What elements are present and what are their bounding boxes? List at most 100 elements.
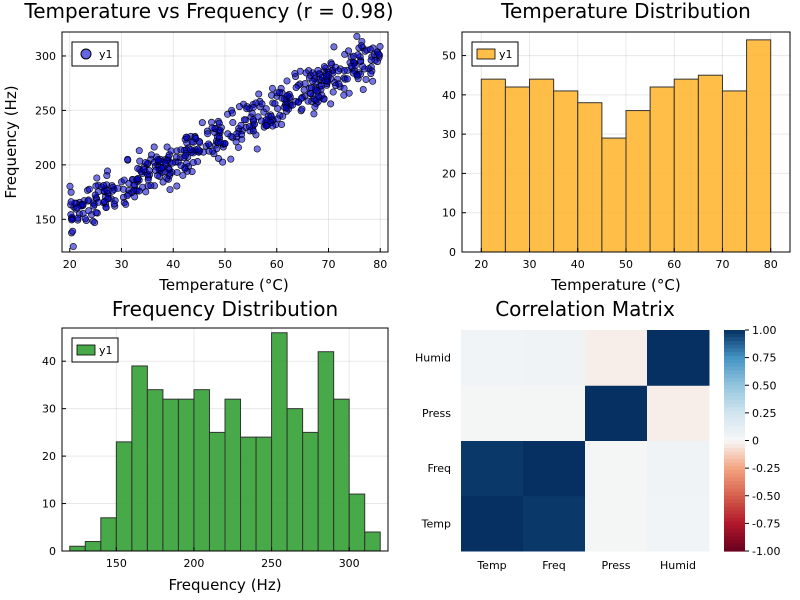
chart-title: Temperature Distribution (500, 0, 751, 23)
y-tick-label: 300 (35, 50, 56, 63)
histogram-bar (721, 90, 748, 253)
scatter-point (154, 172, 162, 180)
scatter-point (66, 182, 74, 190)
scatter-point (237, 121, 245, 129)
scatter-point (125, 179, 133, 187)
scatter-point (124, 155, 132, 163)
histogram-bar (577, 102, 603, 253)
x-tick-label: 40 (166, 258, 180, 271)
scatter-point (311, 103, 319, 111)
histogram-bar (286, 408, 304, 552)
scatter-point (194, 145, 202, 153)
scatter-point (257, 117, 265, 125)
colorbar-segment (724, 510, 745, 515)
colorbar-segment (724, 418, 745, 423)
histogram-bar (302, 431, 319, 552)
histogram-bar (504, 86, 531, 253)
y-tick-label: 10 (42, 498, 56, 511)
y-tick-label: 0 (449, 246, 456, 259)
colorbar-segment (724, 337, 745, 342)
heatmap-cell (647, 495, 710, 552)
scatter-point (268, 91, 276, 99)
heatmap-x-label: Temp (476, 559, 506, 572)
scatter-point (103, 167, 111, 175)
scatter-point (262, 105, 270, 113)
histogram-bar (146, 389, 164, 552)
scatter-point (85, 185, 93, 193)
histogram-bar (348, 493, 366, 552)
scatter-point (189, 159, 197, 167)
scatter-point (85, 207, 93, 215)
scatter-point (243, 105, 251, 113)
scatter-chart: 20 30 40 50 60 70 80 150 200 250 300 Temperature vs… (2, 0, 394, 294)
histogram-bar (625, 110, 651, 253)
scatter-point (353, 72, 361, 80)
histogram-bar (317, 351, 335, 552)
heatmap-cell (461, 440, 524, 497)
heatmap-cell (585, 440, 648, 497)
colorbar-segment (724, 499, 745, 504)
scatter-point (340, 67, 348, 75)
scatter-point (187, 146, 195, 154)
scatter-point (369, 77, 377, 85)
histogram-bar (224, 398, 242, 552)
colorbar-segment (724, 433, 745, 438)
scatter-point (307, 90, 315, 98)
colorbar-segment (724, 344, 745, 350)
scatter-point (327, 100, 335, 108)
histogram-bar (529, 78, 555, 253)
colorbar-segment (724, 414, 745, 419)
scatter-point (320, 63, 328, 71)
scatter-point (359, 86, 367, 94)
scatter-point (122, 200, 130, 208)
histogram-bar (271, 332, 288, 552)
histogram-bar (746, 39, 772, 253)
scatter-point (228, 109, 236, 117)
histogram-bar (115, 441, 133, 552)
histogram-bar (255, 436, 273, 552)
histogram-bar (553, 90, 579, 253)
histogram-bar (480, 78, 506, 253)
colorbar-tick-label: -0.50 (752, 490, 780, 503)
colorbar-segment (724, 377, 745, 383)
colorbar-segment (724, 392, 745, 397)
heatmap-cell (523, 330, 586, 386)
legend: y1 (71, 41, 119, 67)
scatter-point (204, 130, 212, 138)
scatter-point (73, 204, 81, 212)
chart-title: Correlation Matrix (495, 297, 675, 321)
legend-label: y1 (499, 48, 513, 61)
colorbar-segment (724, 444, 745, 449)
scatter-point (215, 119, 223, 127)
colorbar-segment (724, 399, 745, 405)
colorbar-segment (724, 440, 745, 445)
x-axis-label: Temperature (°C) (158, 276, 288, 294)
y-tick-label: 150 (35, 213, 56, 226)
x-tick-label: 200 (183, 557, 204, 570)
heatmap-y-label: Humid (415, 352, 451, 365)
colorbar-segment (724, 341, 745, 346)
colorbar-segment (724, 447, 745, 453)
scatter-points (66, 32, 384, 251)
heatmap-cell (461, 495, 524, 552)
colorbar-segment (724, 466, 745, 471)
colorbar-tick-label: 1.00 (752, 324, 777, 337)
scatter-point (240, 116, 248, 124)
heatmap-x-label: Freq (542, 559, 566, 572)
legend-box (71, 41, 119, 67)
scatter-point (313, 87, 321, 95)
chart-title: Frequency Distribution (112, 297, 338, 321)
histogram-bar (649, 86, 675, 253)
scatter-point (181, 152, 189, 160)
x-tick-label: 50 (619, 258, 633, 271)
x-axis-label: Temperature (°C) (550, 276, 680, 294)
scatter-point (309, 77, 317, 85)
scatter-point (135, 187, 143, 195)
scatter-point (361, 65, 369, 73)
scatter-point (343, 75, 351, 83)
scatter-point (304, 97, 312, 105)
y-tick-label: 0 (49, 545, 56, 558)
heatmap-cell (523, 385, 586, 441)
y-tick-label: 200 (35, 159, 56, 172)
histogram-bar (333, 398, 350, 552)
